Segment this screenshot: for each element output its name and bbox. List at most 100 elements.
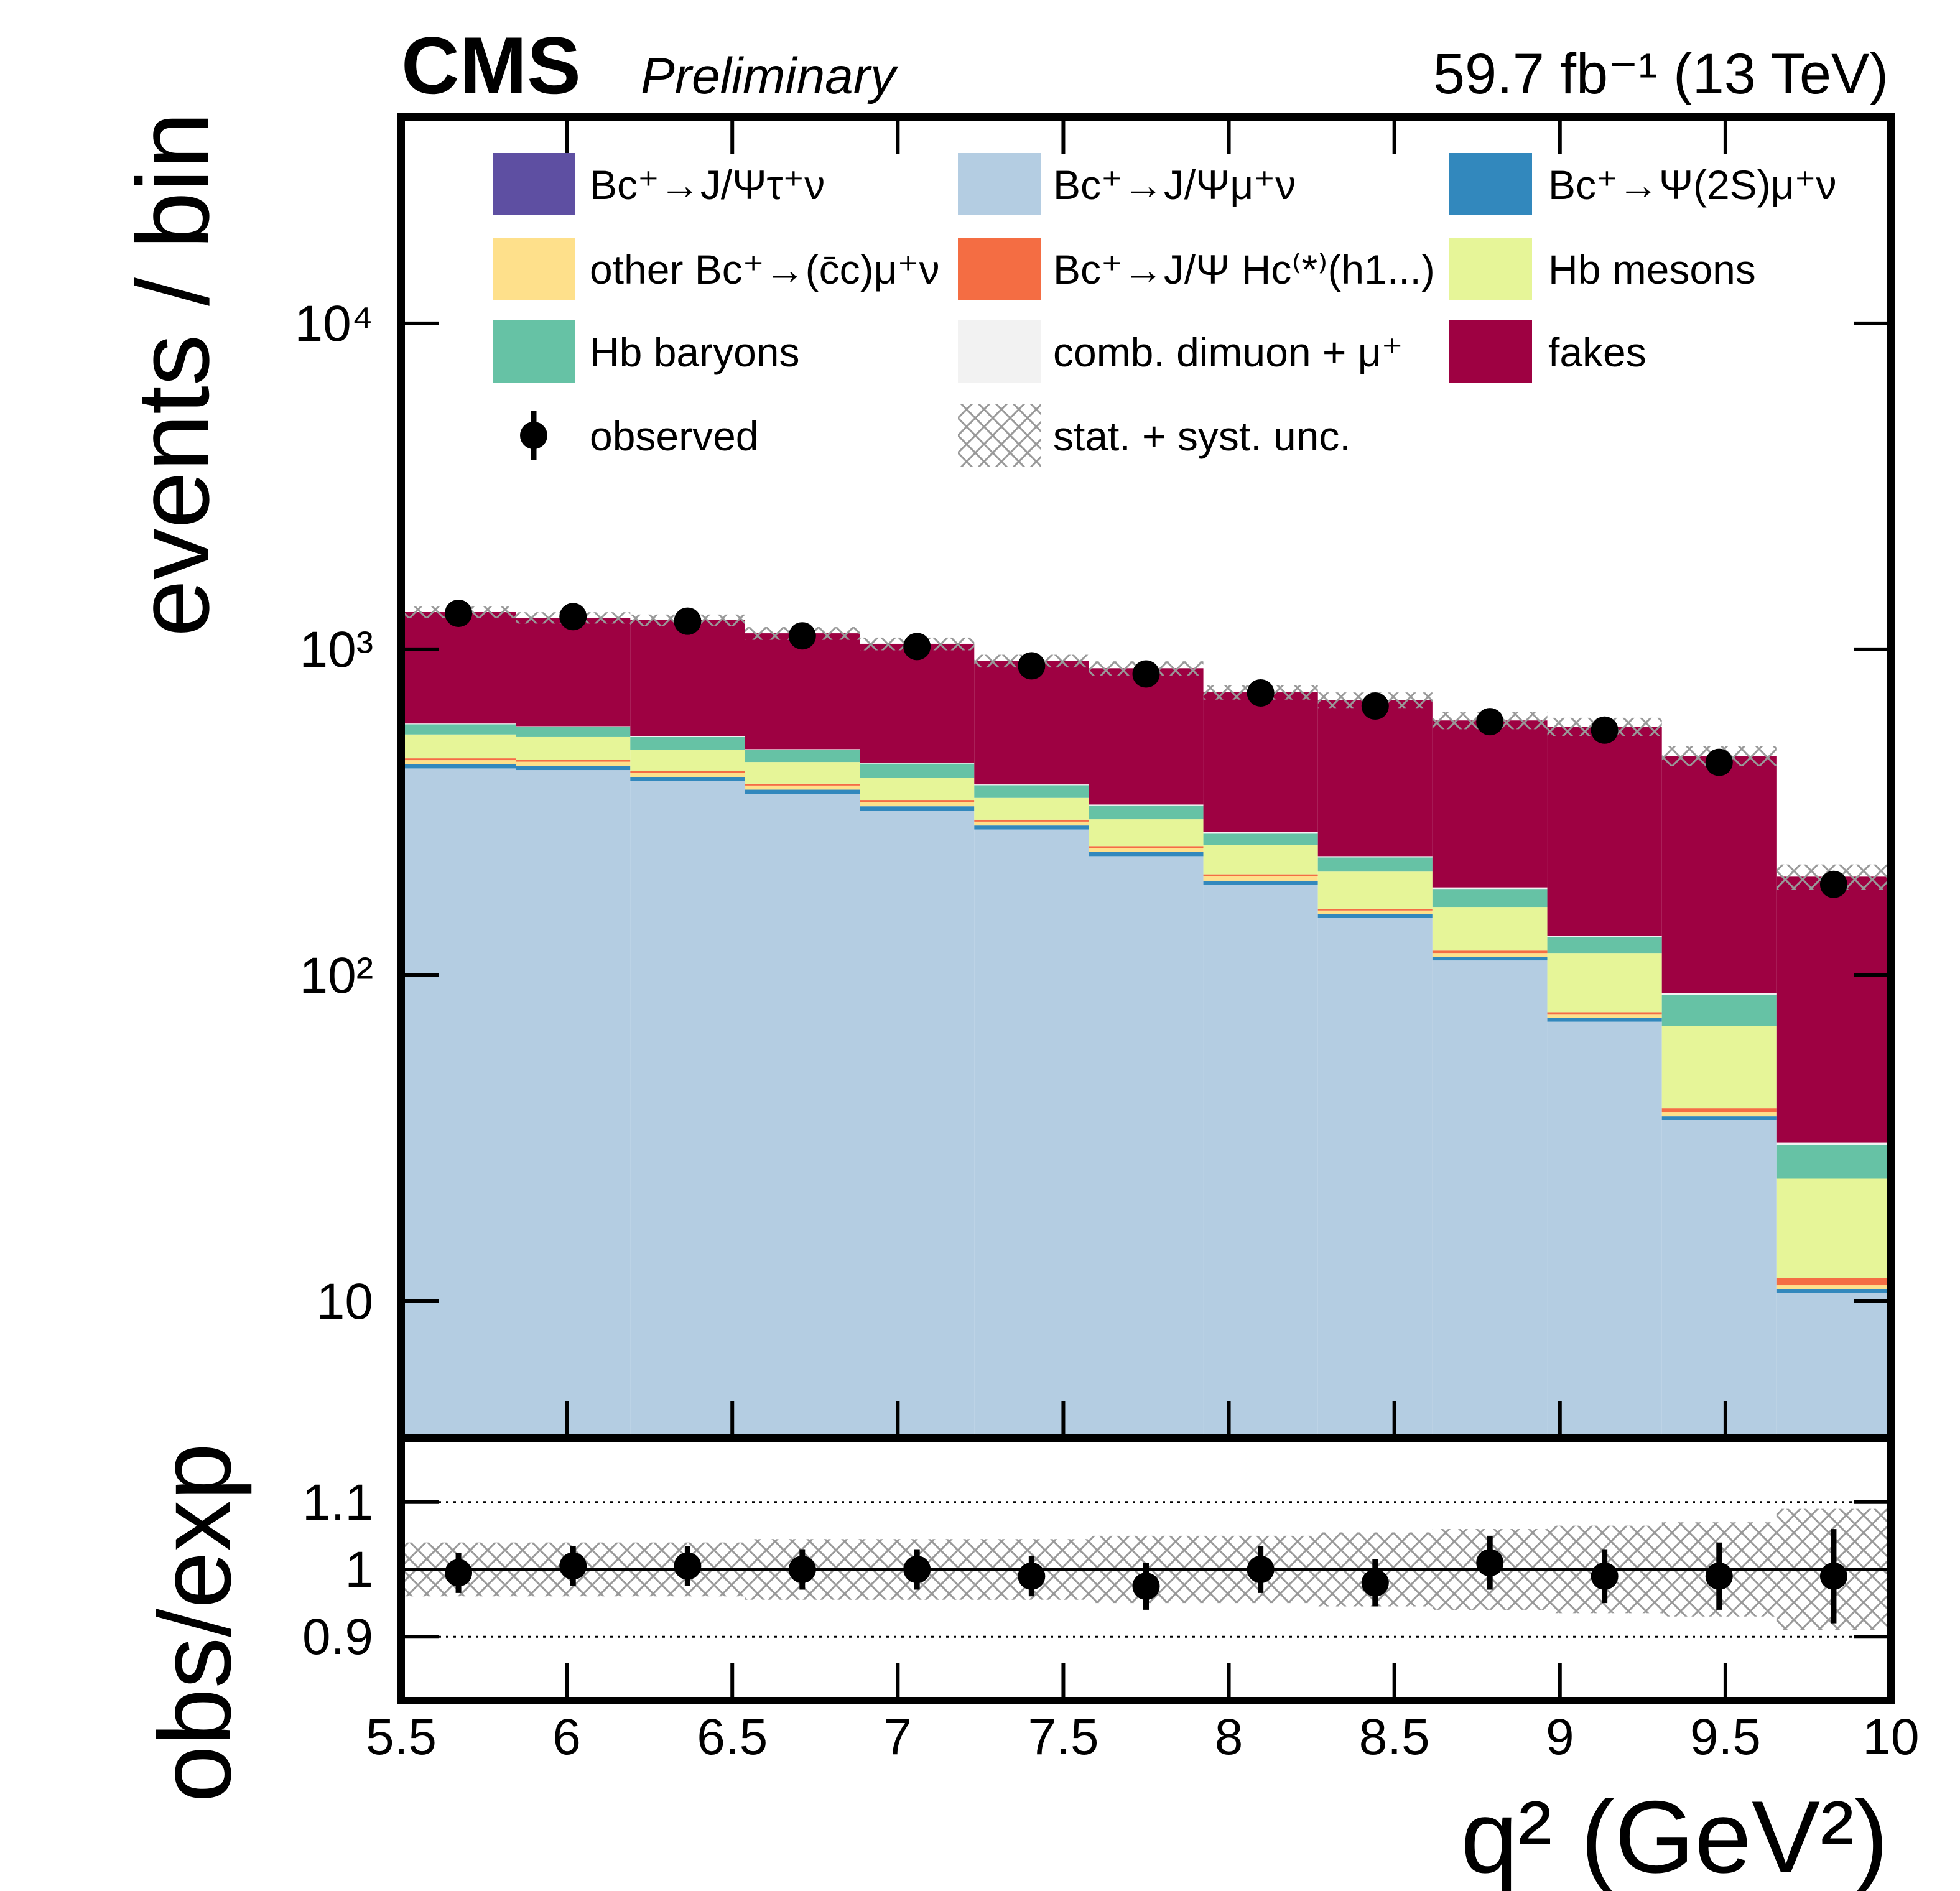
legend-label: observed bbox=[590, 413, 759, 459]
ratio-point bbox=[1247, 1556, 1275, 1583]
stack-segment bbox=[860, 763, 975, 778]
legend-label: Bc⁺→J/Ψ Hc⁽*⁾(h1...) bbox=[1053, 246, 1435, 292]
stack-segment bbox=[401, 758, 516, 761]
ratio-point bbox=[1361, 1569, 1389, 1597]
ratio-point bbox=[788, 1556, 816, 1583]
stack-segment bbox=[630, 771, 745, 773]
stack-segment bbox=[1203, 845, 1318, 875]
ratio-point bbox=[1591, 1562, 1619, 1590]
legend-label: fakes bbox=[1548, 329, 1646, 375]
observed-point bbox=[674, 607, 702, 635]
stack-segment bbox=[1661, 995, 1777, 1026]
stack-segment bbox=[1432, 907, 1548, 951]
stack-segment bbox=[1089, 805, 1204, 820]
stack-segment bbox=[1547, 727, 1662, 936]
chart-subtitle: Preliminary bbox=[641, 48, 899, 105]
stack-segment bbox=[1432, 950, 1548, 954]
stack-segment bbox=[1089, 668, 1204, 805]
stack-segment bbox=[516, 760, 631, 762]
legend-label: stat. + syst. unc. bbox=[1053, 413, 1351, 459]
stack-segment bbox=[974, 785, 1089, 798]
stack-segment bbox=[516, 727, 631, 737]
ratio-point bbox=[559, 1552, 587, 1580]
stack-segment bbox=[1776, 1285, 1891, 1289]
legend-swatch bbox=[1449, 320, 1532, 383]
stack-segment bbox=[1089, 848, 1204, 852]
legend-label: Hb baryons bbox=[590, 329, 800, 375]
legend-swatch bbox=[1449, 153, 1532, 215]
stack-segment bbox=[1547, 936, 1662, 937]
stack-segment bbox=[630, 773, 745, 778]
observed-point bbox=[1361, 692, 1389, 720]
stack-segment bbox=[1547, 1018, 1662, 1022]
x-tick-label: 10 bbox=[1862, 1709, 1919, 1765]
stack-segment bbox=[745, 785, 860, 790]
observed-point bbox=[1705, 748, 1733, 776]
stack-segment bbox=[401, 768, 516, 1438]
x-tick-label: 8 bbox=[1215, 1709, 1243, 1765]
stack-segment bbox=[1547, 1014, 1662, 1018]
legend-label: Bc⁺→J/Ψτ⁺ν bbox=[590, 162, 825, 208]
legend-swatch bbox=[958, 153, 1041, 215]
ratio-y-axis-label: obs/exp bbox=[137, 1443, 252, 1803]
stack-segment bbox=[401, 734, 516, 759]
stack-segment bbox=[860, 802, 975, 807]
legend-swatch bbox=[958, 404, 1041, 467]
stack-segment bbox=[630, 736, 745, 750]
stack-segment bbox=[1317, 910, 1433, 914]
stack-segment bbox=[1089, 846, 1204, 848]
stack-segment bbox=[860, 778, 975, 801]
stack-segment bbox=[1776, 1142, 1891, 1145]
legend-label: Bc⁺→J/Ψμ⁺ν bbox=[1053, 162, 1296, 208]
legend-swatch bbox=[493, 238, 575, 300]
stack-segment bbox=[745, 794, 860, 1438]
x-tick-label: 7 bbox=[884, 1709, 913, 1765]
stack-segment bbox=[1776, 1289, 1891, 1293]
legend-swatch bbox=[958, 320, 1041, 383]
legend-swatch bbox=[493, 320, 575, 383]
x-tick-label: 9 bbox=[1546, 1709, 1574, 1765]
stack-segment bbox=[860, 811, 975, 1438]
stack-segment bbox=[1661, 1112, 1777, 1117]
x-tick-label: 9.5 bbox=[1690, 1709, 1761, 1765]
ratio-point bbox=[903, 1556, 931, 1583]
stack-segment bbox=[1432, 957, 1548, 961]
ratio-y-tick-label: 1 bbox=[345, 1541, 373, 1598]
legend-swatch bbox=[1449, 238, 1532, 300]
ratio-y-tick-label: 0.9 bbox=[302, 1609, 373, 1665]
stack-segment bbox=[1203, 874, 1318, 876]
observed-point bbox=[903, 633, 931, 661]
ratio-point bbox=[1132, 1573, 1160, 1601]
stack-segment bbox=[745, 749, 860, 750]
observed-point bbox=[1819, 870, 1847, 898]
x-tick-label: 6 bbox=[552, 1709, 581, 1765]
stack-segment bbox=[516, 736, 631, 760]
stack-segment bbox=[745, 762, 860, 784]
stack-segment bbox=[1432, 889, 1548, 908]
stack-segment bbox=[1089, 856, 1204, 1438]
ratio-point bbox=[1819, 1562, 1847, 1590]
stack-segment bbox=[860, 643, 975, 763]
stack-segment bbox=[974, 797, 1089, 820]
legend-swatch bbox=[958, 238, 1041, 300]
y-tick-label: 10 bbox=[317, 1273, 373, 1330]
stack-segment bbox=[1089, 819, 1204, 847]
stack-segment bbox=[516, 766, 631, 771]
legend-label: comb. dimuon + μ⁺ bbox=[1053, 329, 1403, 375]
stack-segment bbox=[1317, 914, 1433, 918]
stack-segment bbox=[630, 736, 745, 737]
stack-segment bbox=[630, 777, 745, 781]
observed-point bbox=[1591, 716, 1619, 744]
x-tick-label: 8.5 bbox=[1359, 1709, 1430, 1765]
stack-segment bbox=[1661, 756, 1777, 993]
stack-segment bbox=[1547, 1021, 1662, 1438]
stack-segment bbox=[1432, 720, 1548, 888]
stack-segment bbox=[1203, 833, 1318, 845]
stack-segment bbox=[1432, 887, 1548, 890]
stack-segment bbox=[1776, 1178, 1891, 1278]
stack-segment bbox=[1547, 953, 1662, 1013]
stack-segment bbox=[1317, 857, 1433, 872]
stack-segment bbox=[1661, 1026, 1777, 1109]
stack-segment bbox=[1661, 1120, 1777, 1438]
